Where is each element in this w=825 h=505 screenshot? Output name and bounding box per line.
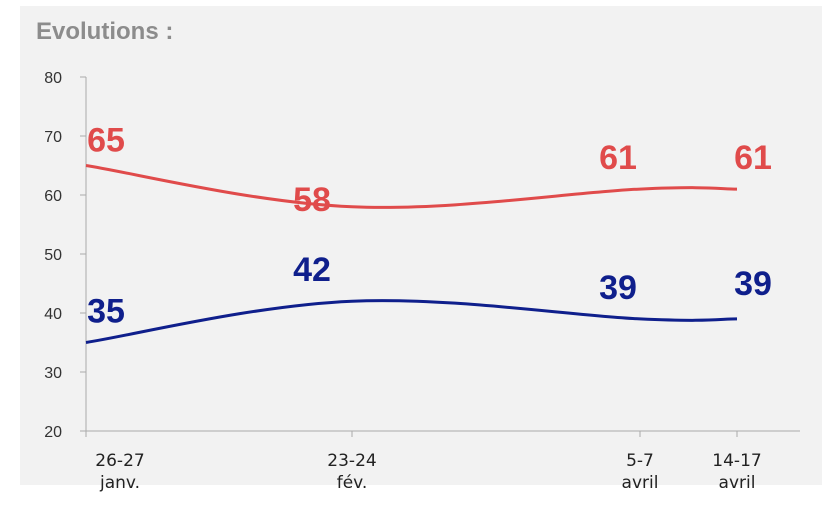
y-tick-label: 70 bbox=[44, 129, 62, 146]
chart-title: Evolutions : bbox=[36, 18, 174, 45]
data-label: 39 bbox=[734, 265, 772, 303]
y-tick-label: 30 bbox=[44, 365, 62, 382]
x-tick-label: avril bbox=[622, 473, 659, 493]
data-label: 39 bbox=[599, 269, 637, 307]
x-tick-label: avril bbox=[719, 473, 756, 493]
data-label: 61 bbox=[599, 139, 637, 177]
data-label: 42 bbox=[293, 251, 331, 289]
data-label: 61 bbox=[734, 139, 772, 177]
x-tick-label: 14-17 bbox=[712, 451, 761, 471]
x-tick-label: fév. bbox=[337, 473, 368, 493]
y-tick-label: 80 bbox=[44, 70, 62, 87]
x-tick-label: 23-24 bbox=[327, 451, 376, 471]
data-label: 35 bbox=[87, 293, 125, 331]
y-tick-label: 40 bbox=[44, 306, 62, 323]
data-label: 65 bbox=[87, 122, 125, 160]
data-label: 58 bbox=[293, 181, 331, 219]
x-tick-label: janv. bbox=[99, 473, 140, 493]
series-line bbox=[85, 164, 738, 209]
y-tick-label: 20 bbox=[44, 424, 62, 441]
x-tick-label: 5-7 bbox=[626, 451, 654, 471]
x-tick-label: 26-27 bbox=[95, 451, 144, 471]
y-tick-label: 50 bbox=[44, 247, 62, 264]
y-tick-label: 60 bbox=[44, 188, 62, 205]
series-line bbox=[85, 299, 738, 344]
chart-background bbox=[20, 6, 822, 485]
